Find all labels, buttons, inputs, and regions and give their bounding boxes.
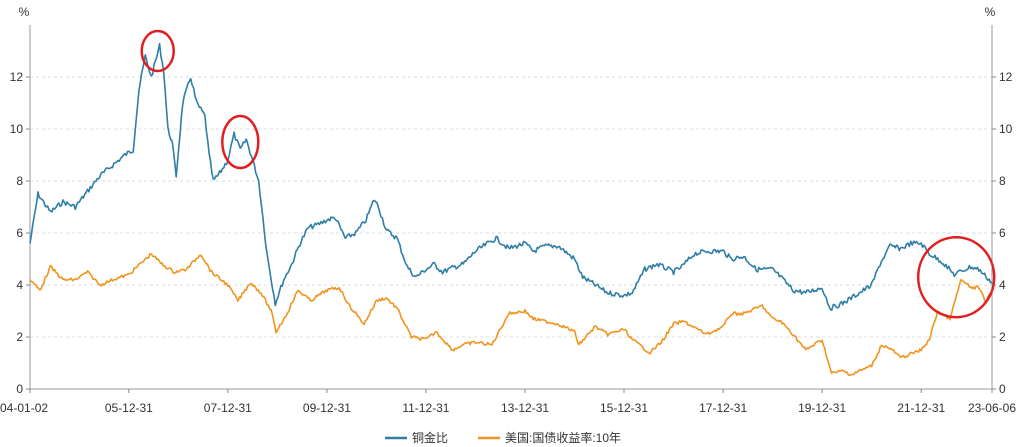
x-tick-label: 21-12-31 [897, 401, 945, 415]
right-tick-label: 6 [999, 226, 1006, 240]
axes: 0 0 2 2 4 4 6 6 8 8 10 10 12 12 04-01-02 05-12-31 07-12-… [0, 25, 1016, 415]
annotation-layer [140, 29, 996, 319]
annotation-circle [916, 235, 996, 319]
right-tick-label: 8 [999, 174, 1006, 188]
left-tick-label: 0 [16, 382, 23, 396]
x-tick-label: 17-12-31 [699, 401, 747, 415]
left-tick-label: 6 [16, 226, 23, 240]
x-tick-label: 23-06-06 [968, 401, 1016, 415]
x-tick-label: 04-01-02 [0, 401, 48, 415]
series-layer [29, 42, 993, 377]
series-line-copper-gold [29, 42, 993, 311]
legend-label-treasury-10y: 美国:国债收益率:10年 [505, 430, 621, 445]
x-tick-label: 05-12-31 [105, 401, 153, 415]
right-tick-label: 0 [999, 382, 1006, 396]
x-tick-label: 15-12-31 [600, 401, 648, 415]
left-tick-label: 8 [16, 174, 23, 188]
left-tick-label: 12 [10, 70, 24, 84]
x-tick-label: 19-12-31 [798, 401, 846, 415]
x-tick-label: 09-12-31 [303, 401, 351, 415]
annotation-circle [221, 114, 260, 170]
left-tick-label: 10 [10, 122, 24, 136]
x-tick-label: 11-12-31 [402, 401, 449, 415]
series-line-treasury-10y [29, 253, 993, 377]
right-axis-unit: % [985, 5, 996, 19]
left-axis-unit: % [19, 5, 30, 19]
right-tick-label: 10 [999, 122, 1013, 136]
annotation-circle [140, 29, 175, 73]
right-tick-label: 12 [999, 70, 1013, 84]
right-tick-label: 4 [999, 278, 1006, 292]
x-tick-label: 13-12-31 [501, 401, 549, 415]
x-tick-label: 07-12-31 [204, 401, 252, 415]
grid-lines [30, 76, 992, 338]
legend-label-copper-gold: 铜金比 [412, 430, 448, 445]
left-tick-label: 2 [16, 330, 23, 344]
left-tick-label: 4 [16, 278, 23, 292]
right-tick-label: 2 [999, 330, 1006, 344]
legend: 铜金比 美国:国债收益率:10年 [385, 430, 621, 445]
